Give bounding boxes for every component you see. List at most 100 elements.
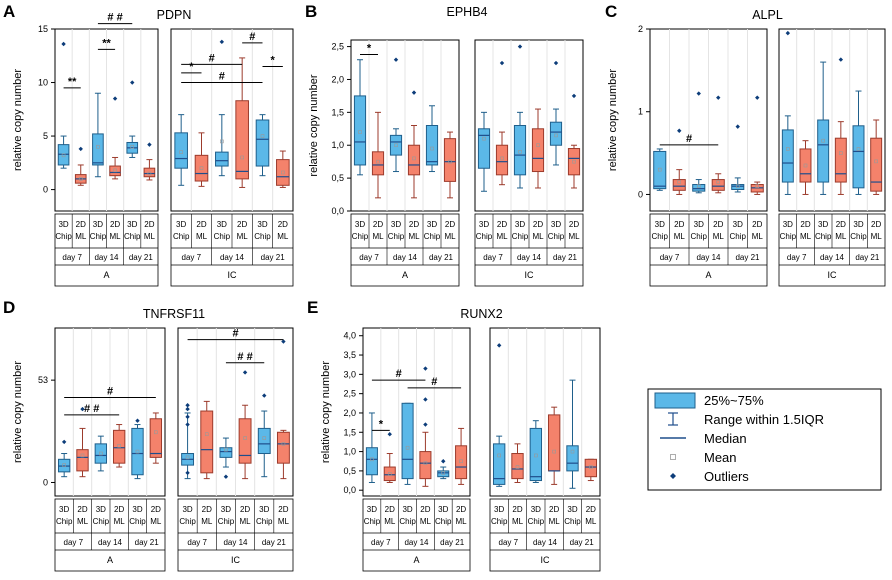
category-label: 2D bbox=[456, 505, 466, 514]
mean-marker bbox=[459, 459, 463, 464]
iqr-box bbox=[477, 128, 491, 169]
outlier-point bbox=[185, 470, 190, 476]
box-3d-chip bbox=[492, 343, 506, 487]
category-label: 2D bbox=[420, 505, 430, 514]
day-label: day 21 bbox=[735, 253, 760, 262]
category-label: 2D bbox=[497, 220, 507, 229]
iqr-box bbox=[131, 427, 144, 476]
mean-marker bbox=[874, 159, 878, 164]
mean-marker bbox=[786, 147, 790, 151]
box-2d-ml bbox=[74, 146, 87, 186]
day-label: day 21 bbox=[440, 538, 465, 547]
y-tick-label: 1,5 bbox=[343, 427, 356, 437]
mean-marker bbox=[99, 451, 103, 456]
category-label: ML bbox=[277, 232, 289, 241]
category-label: 3D bbox=[427, 220, 437, 229]
iqr-box bbox=[531, 128, 545, 173]
mean-marker bbox=[552, 449, 556, 454]
category-label: 2D bbox=[278, 220, 288, 229]
significance-label: # bbox=[232, 328, 238, 340]
outlier-point bbox=[785, 30, 791, 36]
iqr-box bbox=[653, 150, 667, 190]
panel-b: B EPHB4 relative copy number 3D Chip 2D ML 3D Ch… bbox=[305, 2, 584, 287]
panel-title: ALPL bbox=[752, 8, 783, 22]
box-3d-chip bbox=[425, 105, 439, 173]
category-label: 3D bbox=[853, 220, 863, 229]
panel-title: PDPN bbox=[157, 8, 192, 22]
mean-marker bbox=[423, 461, 428, 465]
mean-marker bbox=[281, 442, 286, 446]
mean-marker bbox=[677, 180, 682, 184]
legend-label: Median bbox=[704, 431, 747, 446]
y-tick-label: 1 bbox=[638, 107, 643, 117]
category-label: ML bbox=[835, 232, 847, 241]
y-tick-label: 0 bbox=[638, 189, 643, 199]
y-tick-label: 0 bbox=[43, 477, 48, 487]
box-2d-ml bbox=[870, 119, 883, 195]
group-label: IC bbox=[525, 270, 535, 280]
significance-label: # # bbox=[107, 12, 122, 24]
day-label: day 21 bbox=[262, 538, 287, 547]
mean-marker bbox=[572, 159, 576, 164]
box-2d-ml bbox=[143, 142, 156, 181]
category-label: 3D bbox=[438, 505, 448, 514]
outlier-point bbox=[441, 459, 446, 464]
y-tick-label: 2,5 bbox=[343, 389, 356, 399]
category-label: ML bbox=[532, 232, 544, 241]
day-label: day 21 bbox=[553, 253, 578, 262]
mean-marker bbox=[117, 443, 121, 448]
mean-marker bbox=[204, 432, 209, 437]
day-label: day 14 bbox=[696, 253, 721, 262]
iqr-box bbox=[567, 148, 581, 176]
day-label: day 14 bbox=[517, 253, 542, 262]
category-label: 3D bbox=[59, 505, 69, 514]
iqr-box bbox=[781, 129, 794, 183]
category-label: 3D bbox=[132, 505, 142, 514]
box-2d-ml bbox=[149, 412, 163, 464]
category-label: 3D bbox=[257, 220, 267, 229]
category-label: 2D bbox=[674, 220, 684, 229]
y-tick-label: 2,0 bbox=[343, 408, 356, 418]
iqr-box bbox=[200, 410, 214, 474]
category-label: Chip bbox=[90, 232, 107, 241]
iqr-box bbox=[76, 449, 89, 472]
category-label: Chip bbox=[730, 232, 747, 241]
box-3d-chip bbox=[219, 437, 233, 479]
category-label: ML bbox=[372, 232, 384, 241]
day-label: day 21 bbox=[129, 253, 154, 262]
iqr-box bbox=[194, 154, 209, 182]
mean-marker bbox=[243, 436, 247, 440]
mean-marker bbox=[839, 151, 843, 155]
y-tick-label: 15 bbox=[38, 24, 48, 34]
outlier-point bbox=[571, 93, 577, 99]
outlier-point bbox=[387, 432, 392, 437]
mean-marker bbox=[657, 167, 662, 172]
outlier-point bbox=[61, 41, 66, 47]
category-label: ML bbox=[75, 232, 87, 241]
iqr-box bbox=[401, 402, 414, 480]
category-label: ML bbox=[278, 517, 290, 526]
iqr-box bbox=[276, 431, 290, 464]
significance-label: # bbox=[249, 31, 255, 43]
category-label: Chip bbox=[352, 232, 369, 241]
group-label: A bbox=[107, 555, 113, 565]
category-label: ML bbox=[240, 517, 252, 526]
category-label: 3D bbox=[367, 505, 377, 514]
box-2d-ml bbox=[407, 90, 421, 199]
outlier-point bbox=[185, 403, 190, 408]
category-label: 3D bbox=[494, 505, 504, 514]
day-label: day 14 bbox=[393, 253, 418, 262]
box-3d-chip bbox=[529, 420, 543, 483]
panel-e: E RUNX2 relative copy number 3D Chip 2D ML 3D Ch… bbox=[307, 298, 601, 572]
significance-label: ** bbox=[68, 76, 77, 88]
category-label: ML bbox=[800, 232, 812, 241]
box-3d-chip bbox=[389, 57, 403, 173]
y-tick-label: 0 bbox=[43, 185, 48, 195]
category-label: ML bbox=[512, 517, 524, 526]
legend-box-symbol bbox=[654, 392, 696, 409]
category-label: Chip bbox=[55, 232, 72, 241]
category-label: 2D bbox=[373, 220, 383, 229]
outlier-point bbox=[696, 91, 701, 96]
iqr-box bbox=[389, 134, 403, 156]
